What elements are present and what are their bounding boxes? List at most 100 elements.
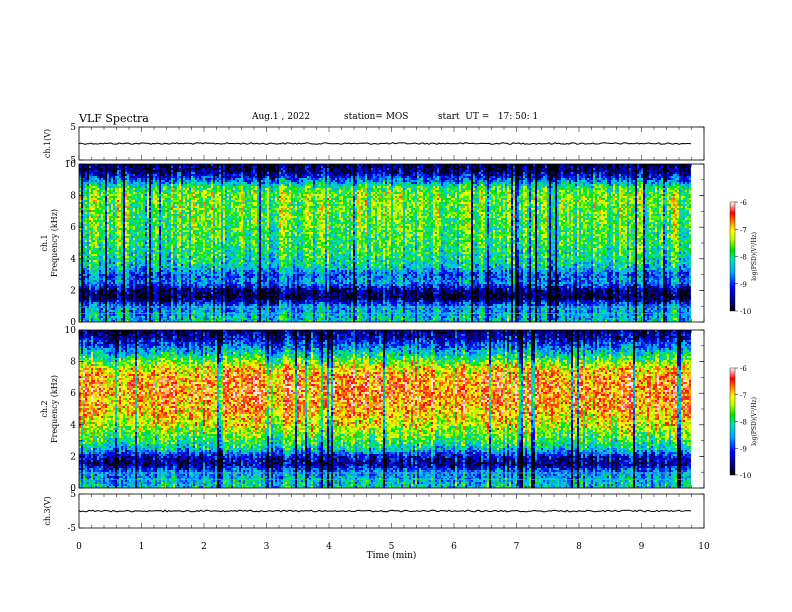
spectrogram-cell xyxy=(139,216,141,218)
spectrogram-cell xyxy=(173,202,175,204)
spectrogram-cell xyxy=(129,314,131,316)
spectrogram-cell xyxy=(81,296,83,298)
spectrogram-cell xyxy=(201,206,203,208)
spectrogram-cell xyxy=(79,200,81,202)
spectrogram-cell xyxy=(147,220,149,222)
spectrogram-cell xyxy=(141,314,143,316)
spectrogram-cell xyxy=(79,280,81,282)
spectrogram-cell xyxy=(127,270,129,272)
spectrogram-cell xyxy=(89,188,91,190)
spectrogram-cell xyxy=(85,252,87,254)
spectrogram-cell xyxy=(79,286,81,288)
spectrogram-cell xyxy=(131,250,133,252)
spectrogram-cell xyxy=(129,208,131,210)
spectrogram-cell xyxy=(165,270,167,272)
spectrogram-cell xyxy=(117,248,119,250)
spectrogram-cell xyxy=(175,216,177,218)
spectrogram-cell xyxy=(145,274,147,276)
spectrogram-cell xyxy=(203,206,205,208)
spectrogram-cell xyxy=(131,270,133,272)
spectrogram-cell xyxy=(193,278,195,280)
spectrogram-cell xyxy=(101,206,103,208)
spectrogram-cell xyxy=(179,260,181,262)
spectrogram-cell xyxy=(127,198,129,200)
spectrogram-cell xyxy=(95,202,97,204)
spectrogram-cell xyxy=(153,194,155,196)
spectrogram-cell xyxy=(159,298,161,300)
spectrogram-cell xyxy=(181,184,183,186)
spectrogram-cell xyxy=(147,318,149,320)
spectrogram-cell xyxy=(183,180,185,182)
spectrogram-cell xyxy=(79,266,81,268)
spectrogram-cell xyxy=(169,164,171,166)
spectrogram-cell xyxy=(85,282,87,284)
spectrogram-cell xyxy=(135,216,137,218)
spectrogram-cell xyxy=(101,240,103,242)
spectrogram-cell xyxy=(111,194,113,196)
spectrogram-cell xyxy=(107,216,109,218)
spectrogram-cell xyxy=(105,196,107,198)
spectrogram-cell xyxy=(171,208,173,210)
spectrogram-cell xyxy=(87,314,89,316)
spectrogram-cell xyxy=(201,290,203,292)
spectrogram-cell xyxy=(137,228,139,230)
spectrogram-cell xyxy=(159,182,161,184)
spectrogram-cell xyxy=(163,168,165,170)
spectrogram-cell xyxy=(167,252,169,254)
spectrogram-cell xyxy=(179,222,181,224)
spectrogram-cell xyxy=(87,296,89,298)
spectrogram-cell xyxy=(141,276,143,278)
spectrogram-cell xyxy=(167,188,169,190)
spectrogram-cell xyxy=(117,234,119,236)
spectrogram-cell xyxy=(169,256,171,258)
spectrogram-cell xyxy=(167,276,169,278)
spectrogram-cell xyxy=(177,198,179,200)
spectrogram-cell xyxy=(105,194,107,196)
spectrogram-cell xyxy=(127,190,129,192)
spectrogram-cell xyxy=(191,172,193,174)
spectrogram-cell xyxy=(151,294,153,296)
spectrogram-cell xyxy=(161,216,163,218)
spectrogram-cell xyxy=(147,236,149,238)
spectrogram-cell xyxy=(165,256,167,258)
spectrogram-cell xyxy=(91,280,93,282)
spectrogram-cell xyxy=(101,208,103,210)
spectrogram-cell xyxy=(153,208,155,210)
spectrogram-cell xyxy=(123,278,125,280)
spectrogram-cell xyxy=(169,316,171,318)
spectrogram-cell xyxy=(89,316,91,318)
spectrogram-cell xyxy=(185,188,187,190)
spectrogram-cell xyxy=(177,184,179,186)
spectrogram-cell xyxy=(187,240,189,242)
spectrogram-cell xyxy=(185,176,187,178)
spectrogram-cell xyxy=(187,232,189,234)
spectrogram-cell xyxy=(199,262,201,264)
spectrogram-cell xyxy=(169,170,171,172)
spectrogram-cell xyxy=(179,180,181,182)
spectrogram-cell xyxy=(147,266,149,268)
spectrogram-cell xyxy=(147,240,149,242)
spectrogram-cell xyxy=(173,254,175,256)
spectrogram-cell xyxy=(95,232,97,234)
spectrogram-cell xyxy=(149,318,151,320)
spectrogram-cell xyxy=(193,316,195,318)
spectrogram-cell xyxy=(109,284,111,286)
spectrogram-cell xyxy=(191,268,193,270)
spectrogram-cell xyxy=(149,300,151,302)
spectrogram-cell xyxy=(139,296,141,298)
spectrogram-cell xyxy=(161,180,163,182)
spectrogram-cell xyxy=(147,314,149,316)
spectrogram-cell xyxy=(95,314,97,316)
spectrogram-cell xyxy=(125,318,127,320)
spectrogram-cell xyxy=(123,294,125,296)
spectrogram-cell xyxy=(93,318,95,320)
spectrogram-cell xyxy=(189,210,191,212)
spectrogram-cell xyxy=(95,178,97,180)
spectrogram-cell xyxy=(83,316,85,318)
spectrogram-cell xyxy=(81,188,83,190)
spectrogram-cell xyxy=(123,210,125,212)
spectrogram-cell xyxy=(89,260,91,262)
spectrogram-cell xyxy=(83,280,85,282)
spectrogram-cell xyxy=(83,194,85,196)
spectrogram-cell xyxy=(137,246,139,248)
